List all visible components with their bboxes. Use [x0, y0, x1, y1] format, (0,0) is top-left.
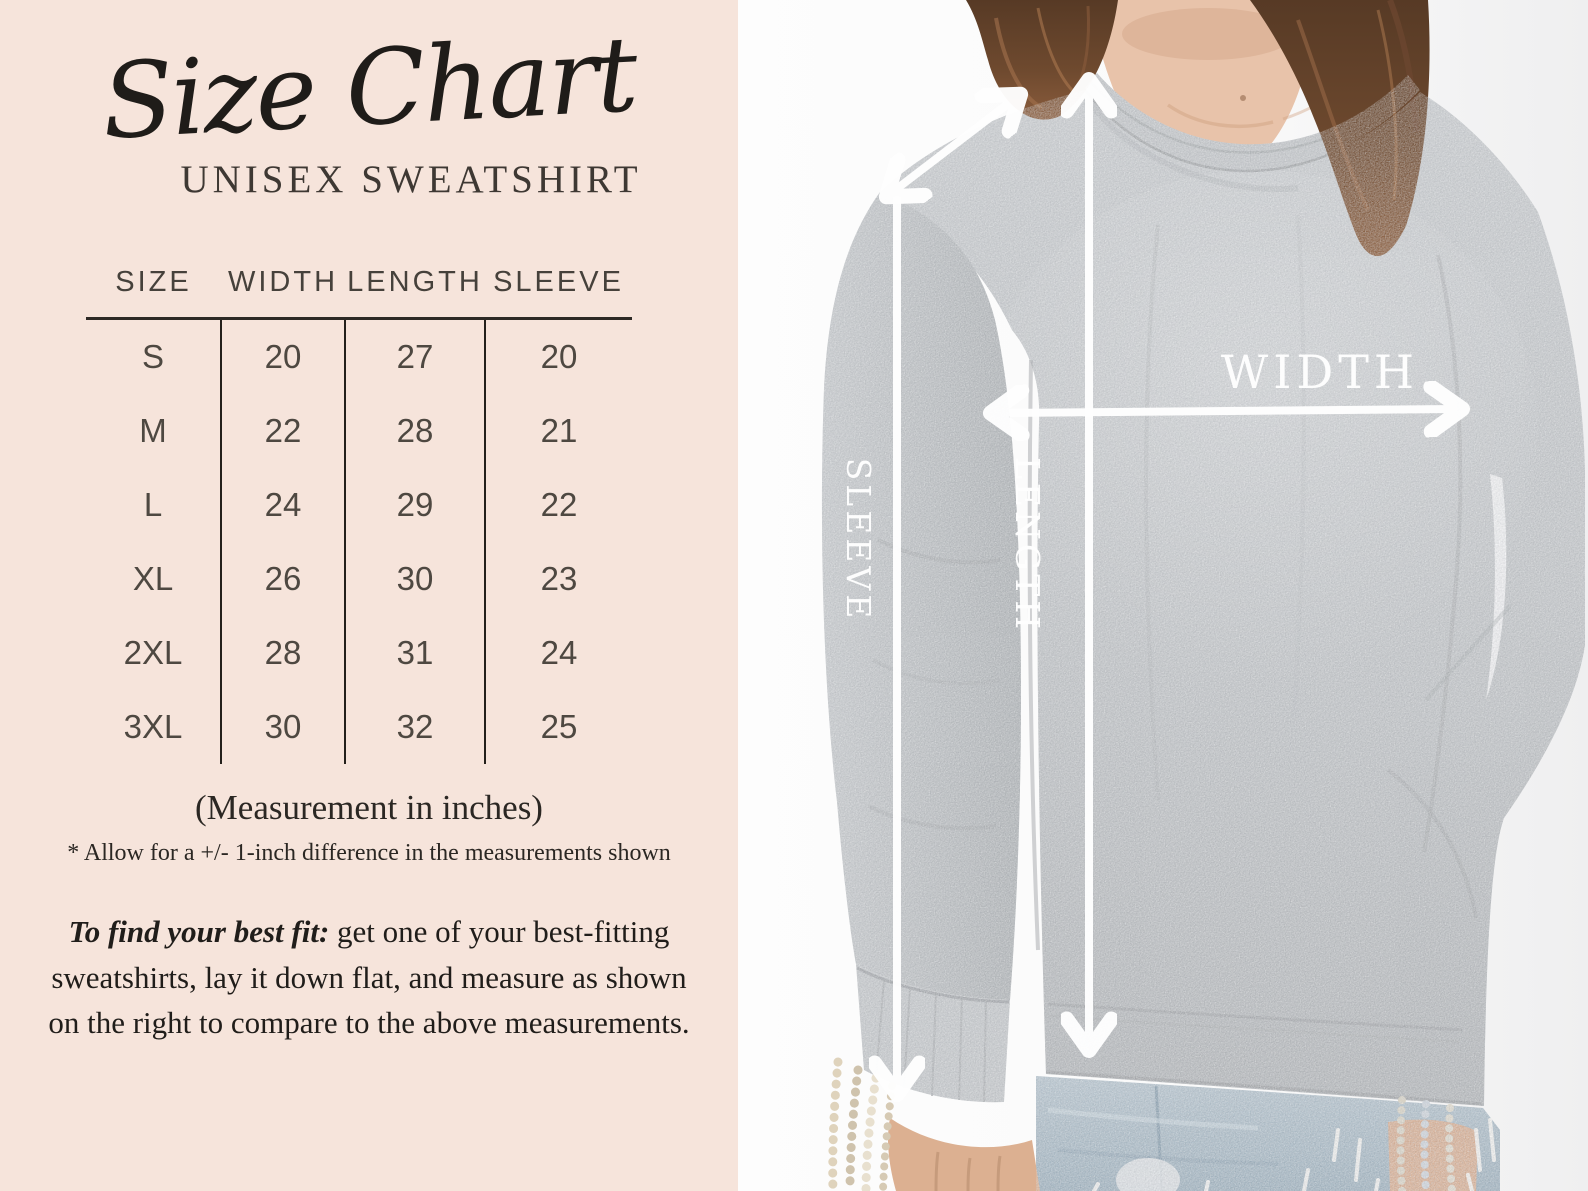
- size-cell: 2XL: [123, 634, 183, 672]
- fit-tip-body: get one of your best-fitting sweatshirts…: [48, 914, 690, 1041]
- size-cell: 27: [344, 318, 485, 395]
- size-row: XL 26 30 23: [86, 542, 632, 617]
- model-hand: [888, 1118, 1040, 1191]
- sleeve-shoulder-arrow: [890, 97, 1017, 194]
- size-cell: XL: [132, 560, 174, 598]
- size-cell: 30: [344, 542, 485, 617]
- size-cell: 28: [344, 394, 485, 469]
- photo-panel: WIDTH SLEEVE LENGTH: [738, 0, 1588, 1191]
- size-col-header: SIZE: [86, 266, 221, 321]
- fabric-texture: [821, 73, 1585, 1191]
- size-cell: 22: [484, 468, 632, 543]
- size-table-body: S 20 27 20 M 22 28 21 L 24 29 22 XL 26 30 23 2XL 28 31 24 3X…: [86, 318, 632, 765]
- size-table-header-row: SIZE WIDTH LENGTH SLEEVE: [86, 266, 632, 321]
- size-cell: 22: [220, 394, 345, 469]
- size-cell: 26: [220, 542, 345, 617]
- size-cell: M: [139, 412, 167, 450]
- size-cell: 29: [344, 468, 485, 543]
- size-cell: 21: [484, 394, 632, 469]
- size-table: SIZE WIDTH LENGTH SLEEVE S 20 27 20 M 22 28 21 L 24 2…: [86, 266, 632, 765]
- size-cell: 30: [220, 690, 345, 765]
- page-title: Size Chart: [99, 13, 639, 163]
- product-photo: WIDTH SLEEVE LENGTH: [738, 0, 1588, 1191]
- size-cell: S: [141, 338, 164, 376]
- tolerance-note: * Allow for a +/- 1-inch difference in t…: [67, 840, 671, 867]
- size-cell: 24: [484, 616, 632, 691]
- size-cell: 20: [484, 318, 632, 395]
- size-cell: 24: [220, 468, 345, 543]
- size-cell: 28: [220, 616, 345, 691]
- subtitle: UNISEX SWEATSHIRT: [180, 158, 642, 202]
- size-cell: 32: [344, 690, 485, 765]
- size-cell: 20: [220, 318, 345, 395]
- size-table-head: SIZE WIDTH LENGTH SLEEVE: [86, 266, 632, 321]
- fit-tip-lead: To find your best fit:: [68, 914, 330, 950]
- size-col-header: WIDTH: [221, 266, 345, 321]
- size-row: L 24 29 22: [86, 468, 632, 543]
- sleeve-label: SLEEVE: [839, 458, 878, 623]
- size-cell: 23: [484, 542, 632, 617]
- size-cell: 31: [344, 616, 485, 691]
- measurement-arrows: [890, 84, 1458, 1090]
- size-cell: 3XL: [123, 708, 183, 746]
- length-label: LENGTH: [1008, 457, 1047, 633]
- size-col-header: SLEEVE: [485, 266, 632, 321]
- size-row: 3XL 30 32 25: [86, 690, 632, 765]
- size-row: 2XL 28 31 24: [86, 616, 632, 691]
- width-label: WIDTH: [1221, 345, 1419, 399]
- size-cell: L: [143, 486, 163, 524]
- unit-note: (Measurement in inches): [195, 788, 543, 828]
- size-cell: 25: [484, 690, 632, 765]
- size-col-header: LENGTH: [345, 266, 485, 321]
- size-row: S 20 27 20: [86, 318, 632, 395]
- size-row: M 22 28 21: [86, 394, 632, 469]
- width-arrow: [995, 409, 1458, 413]
- fit-tip: To find your best fit: get one of your b…: [44, 909, 694, 1046]
- left-panel: Size Chart UNISEX SWEATSHIRT SIZE WIDTH LE…: [0, 0, 738, 1191]
